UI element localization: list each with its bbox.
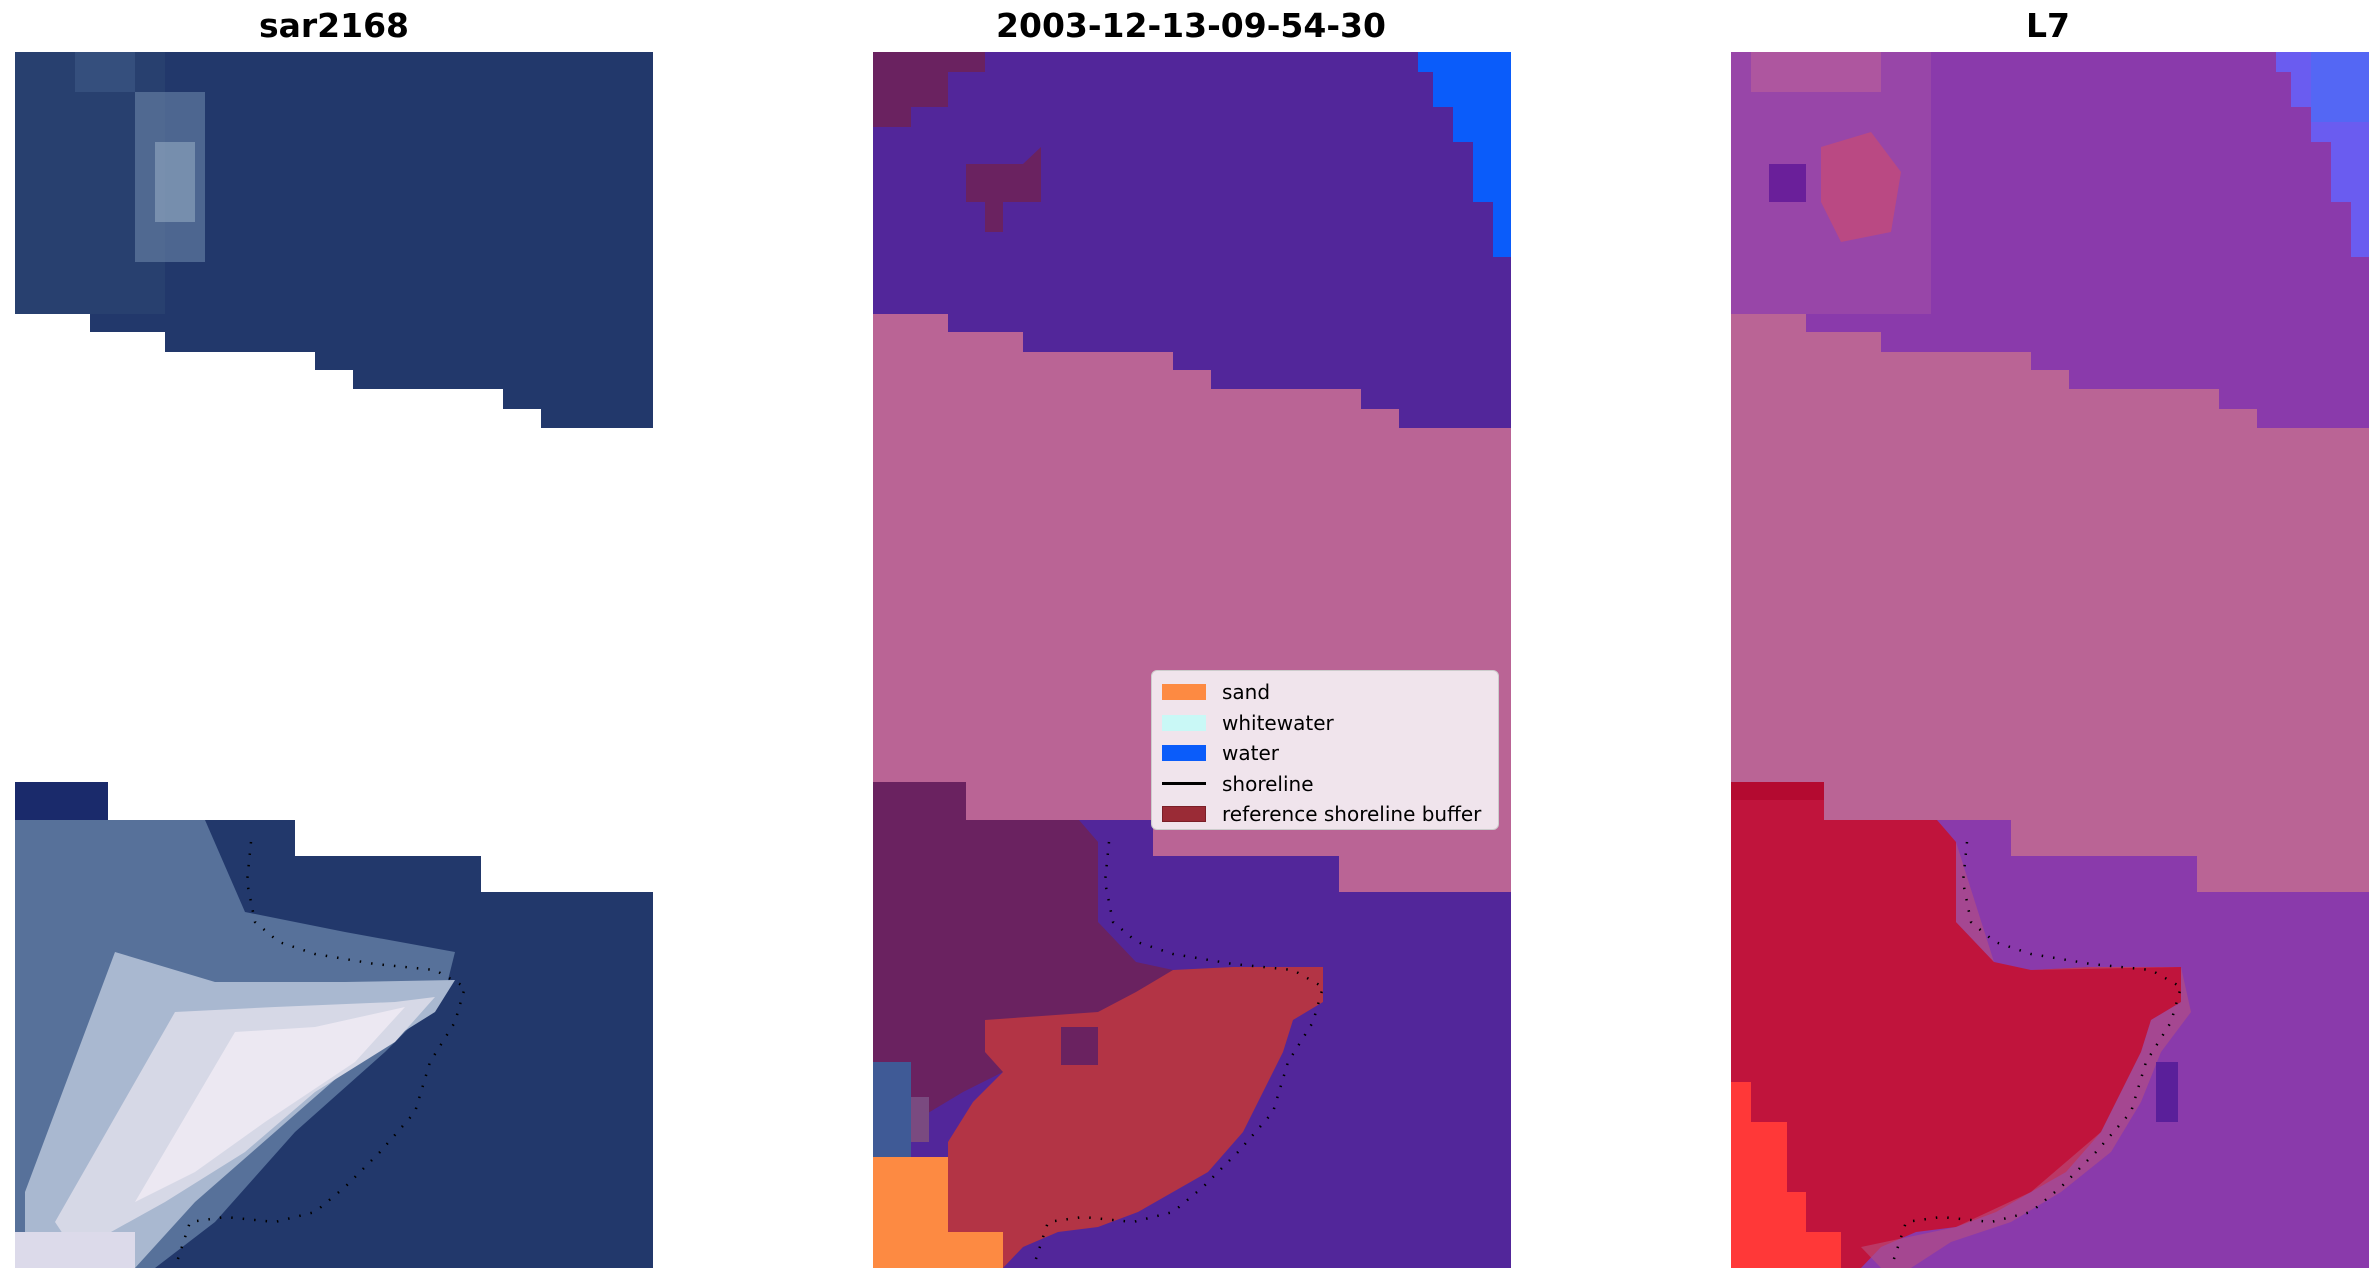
legend-item-reference-buffer: reference shoreline buffer bbox=[1162, 799, 1488, 830]
index-image bbox=[1731, 52, 2369, 1268]
legend-item-sand: sand bbox=[1162, 677, 1488, 708]
legend-swatch-reference-buffer bbox=[1162, 806, 1206, 823]
legend-swatch-whitewater bbox=[1162, 714, 1206, 731]
panel-title-classification: 2003-12-13-09-54-30 bbox=[996, 6, 1386, 45]
legend-label-water: water bbox=[1222, 741, 1279, 766]
legend-swatch-sand bbox=[1162, 684, 1206, 701]
legend: sand whitewater water shoreline referenc… bbox=[1151, 670, 1499, 830]
classification-panel bbox=[873, 52, 1511, 1268]
legend-item-shoreline: shoreline bbox=[1162, 769, 1488, 800]
index-image-panel bbox=[1731, 52, 2369, 1268]
legend-item-whitewater: whitewater bbox=[1162, 708, 1488, 739]
classification-map bbox=[873, 52, 1511, 1268]
legend-swatch-shoreline bbox=[1162, 782, 1206, 786]
panel-title-ndwi: L7 bbox=[2026, 6, 2070, 45]
panel-title-rgb: sar2168 bbox=[258, 6, 410, 45]
rgb-image-panel bbox=[15, 52, 653, 1268]
legend-label-whitewater: whitewater bbox=[1222, 710, 1334, 735]
rgb-image bbox=[15, 52, 653, 1268]
legend-label-reference-buffer: reference shoreline buffer bbox=[1222, 802, 1482, 827]
legend-item-water: water bbox=[1162, 738, 1488, 769]
legend-label-sand: sand bbox=[1222, 680, 1271, 705]
legend-label-shoreline: shoreline bbox=[1222, 771, 1314, 796]
legend-swatch-water bbox=[1162, 745, 1206, 762]
